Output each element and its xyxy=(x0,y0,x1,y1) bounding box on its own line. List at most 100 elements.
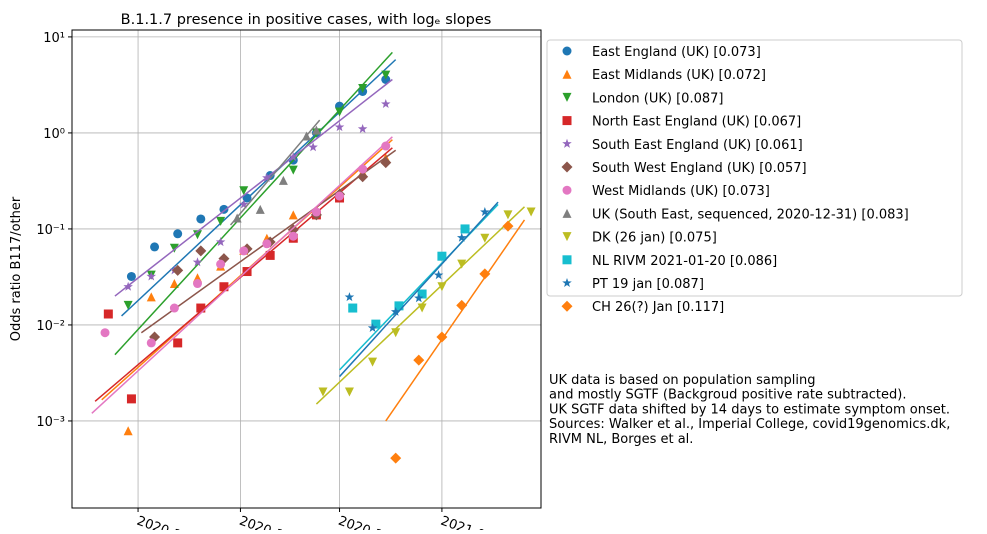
legend-label: London (UK) [0.087] xyxy=(592,91,723,106)
legend-label: East Midlands (UK) [0.072] xyxy=(592,68,766,83)
marker xyxy=(262,239,272,249)
marker xyxy=(172,264,184,276)
marker xyxy=(344,387,354,397)
marker xyxy=(123,300,133,310)
marker xyxy=(288,231,298,241)
y-tick-label: 10⁰ xyxy=(43,127,65,142)
marker xyxy=(146,292,156,302)
legend-marker xyxy=(562,138,572,148)
marker xyxy=(457,259,467,269)
marker xyxy=(215,237,226,247)
marker xyxy=(318,387,328,397)
legend-marker xyxy=(562,92,572,102)
marker xyxy=(311,207,321,217)
marker xyxy=(308,142,318,152)
marker xyxy=(196,214,206,224)
marker xyxy=(288,165,298,175)
marker xyxy=(381,99,391,109)
marker xyxy=(242,193,252,203)
marker xyxy=(146,338,156,348)
marker xyxy=(126,394,136,404)
legend-label: East England (UK) [0.073] xyxy=(592,45,761,60)
legend-box xyxy=(546,39,963,297)
marker xyxy=(503,210,513,220)
marker xyxy=(390,452,402,464)
y-tick-label: 10⁻² xyxy=(36,319,65,334)
legend-label: South West England (UK) [0.057] xyxy=(592,161,807,176)
marker xyxy=(335,107,345,117)
legend-marker xyxy=(562,185,572,195)
marker xyxy=(414,293,424,303)
plot-area xyxy=(91,51,536,464)
marker xyxy=(146,271,157,281)
annotation: RIVM NL, Borges et al. xyxy=(549,432,693,447)
legend-marker xyxy=(562,46,572,56)
chart-title: B.1.1.7 presence in positive cases, with… xyxy=(121,12,492,28)
legend-label: PT 19 jan [0.087] xyxy=(592,277,704,292)
marker xyxy=(193,279,203,289)
marker xyxy=(502,220,514,232)
marker xyxy=(456,232,467,242)
marker xyxy=(357,171,369,183)
x-tick-label: 2020-11-01 xyxy=(237,514,313,530)
marker xyxy=(479,268,491,280)
marker xyxy=(334,122,345,132)
y-tick-label: 10¹ xyxy=(43,31,65,46)
legend-marker xyxy=(562,278,572,288)
marker xyxy=(103,309,113,319)
plot-frame xyxy=(71,29,542,509)
legend-marker xyxy=(561,161,573,173)
marker xyxy=(480,207,490,217)
marker xyxy=(192,257,203,267)
fit-line xyxy=(91,136,393,414)
marker xyxy=(232,213,242,223)
y-tick-label: 10⁻³ xyxy=(36,415,65,430)
fit-line xyxy=(114,78,393,297)
y-tick-label: 10⁻¹ xyxy=(36,223,65,238)
marker xyxy=(238,199,249,209)
legend-label: West Midlands (UK) [0.073] xyxy=(592,184,770,199)
marker xyxy=(436,331,448,343)
marker xyxy=(391,328,401,338)
marker xyxy=(380,157,392,169)
legend-label: UK (South East, sequenced, 2020-12-31) [… xyxy=(592,207,909,222)
marker xyxy=(239,186,249,196)
marker xyxy=(239,246,249,256)
marker xyxy=(413,354,425,366)
legend-label: CH 26(?) Jan [0.117] xyxy=(592,300,724,315)
fit-line xyxy=(385,219,526,422)
marker xyxy=(255,204,265,214)
x-tick-label: 2020-10-01 xyxy=(135,514,211,530)
legend-label: North East England (UK) [0.067] xyxy=(592,115,801,130)
marker xyxy=(278,175,288,185)
legend-label: DK (26 jan) [0.075] xyxy=(592,231,717,246)
annotation: and mostly SGTF (Backgroud positive rate… xyxy=(549,388,906,403)
marker xyxy=(288,152,299,162)
marker xyxy=(460,224,470,234)
annotation: Sources: Walker et al., Imperial College… xyxy=(549,417,950,432)
legend-marker xyxy=(562,255,572,265)
marker xyxy=(287,224,299,236)
marker xyxy=(265,250,275,260)
marker xyxy=(216,259,226,269)
marker xyxy=(169,279,179,289)
fit-line xyxy=(121,59,397,317)
marker xyxy=(367,322,378,333)
marker xyxy=(311,125,321,135)
marker xyxy=(262,172,272,182)
y-axis-label: Odds ratio B117/other xyxy=(9,196,24,341)
marker xyxy=(173,338,183,348)
marker xyxy=(195,245,207,257)
marker xyxy=(288,210,298,220)
marker xyxy=(437,282,447,292)
marker xyxy=(123,426,133,436)
legend-marker xyxy=(562,69,572,79)
marker xyxy=(381,70,391,80)
marker xyxy=(433,270,444,280)
legend-label: South East England (UK) [0.061] xyxy=(592,138,803,153)
annotation: UK data is based on population sampling xyxy=(549,373,815,388)
legend-marker xyxy=(561,300,573,312)
marker xyxy=(216,216,226,226)
marker xyxy=(358,164,368,174)
marker xyxy=(335,191,345,201)
